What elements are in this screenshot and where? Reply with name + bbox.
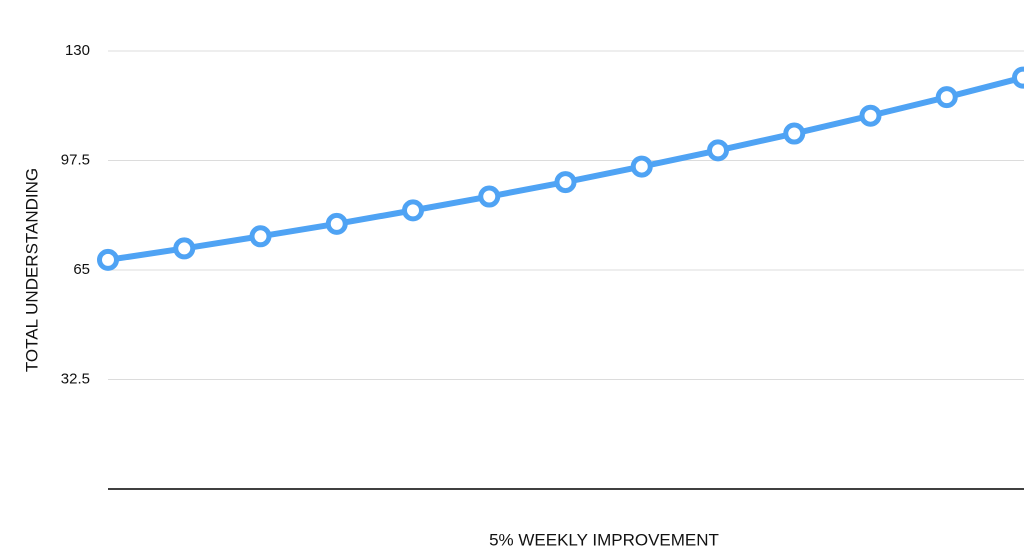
point (97, 248, 119, 271)
y-axis-title: TOTAL UNDERSTANDING (22, 168, 41, 372)
point (783, 122, 806, 145)
point (173, 237, 196, 260)
point (325, 212, 348, 235)
x-axis-title: 5% WEEKLY IMPROVEMENT (489, 530, 719, 549)
point (859, 104, 882, 127)
line (107, 74, 1024, 263)
point (935, 86, 958, 109)
point (630, 155, 653, 178)
y-tick-label: 65 (73, 261, 90, 278)
point (402, 199, 424, 222)
point (249, 225, 272, 248)
point (478, 185, 501, 208)
point (554, 171, 577, 194)
point (707, 139, 729, 162)
point (1012, 66, 1024, 89)
y-tick-label: 97.5 (61, 151, 90, 168)
y-tick-label: 32.5 (61, 370, 90, 387)
y-tick-label: 130 (65, 42, 90, 59)
